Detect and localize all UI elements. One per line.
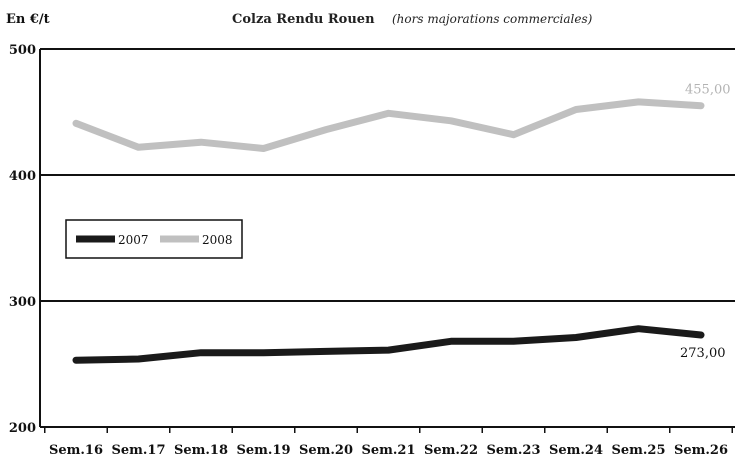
x-tick-label: Sem.25: [611, 443, 665, 458]
x-tick-label: Sem.18: [174, 443, 228, 458]
y-tick-label: 200: [9, 421, 36, 436]
legend-label-2008: 2008: [202, 233, 233, 247]
y-tick-labels: 200 300 400 500: [9, 43, 36, 436]
end-label-2008: 455,00: [685, 83, 731, 98]
x-tick-label: Sem.20: [299, 443, 353, 458]
y-tick-label: 500: [9, 43, 36, 58]
y-tick-label: 300: [9, 295, 36, 310]
x-tick-labels: Sem.16 Sem.17 Sem.18 Sem.19 Sem.20 Sem.21 Sem.…: [49, 443, 728, 458]
y-axis-unit: En €/t: [6, 12, 50, 27]
chart-title: Colza Rendu Rouen: [232, 12, 375, 27]
x-tick-label: Sem.21: [361, 443, 415, 458]
legend: 2007 2008: [65, 219, 243, 259]
gridlines: [40, 174, 735, 302]
x-tick-label: Sem.24: [549, 443, 603, 458]
axes: [39, 48, 735, 433]
series-line-2007: [72, 325, 705, 364]
series-line-2008: [72, 98, 705, 152]
x-tick-label: Sem.26: [674, 443, 728, 458]
x-tick-label: Sem.17: [111, 443, 165, 458]
y-tick-label: 400: [9, 169, 36, 184]
series-lines: [72, 98, 705, 364]
chart-subtitle: (hors majorations commerciales): [392, 12, 593, 26]
end-labels: 455,00 273,00: [680, 83, 731, 361]
x-tick-label: Sem.23: [486, 443, 540, 458]
legend-label-2007: 2007: [118, 233, 149, 247]
x-tick-label: Sem.19: [236, 443, 290, 458]
end-label-2007: 273,00: [680, 346, 726, 361]
x-tick-label: Sem.16: [49, 443, 103, 458]
x-tick-label: Sem.22: [424, 443, 478, 458]
